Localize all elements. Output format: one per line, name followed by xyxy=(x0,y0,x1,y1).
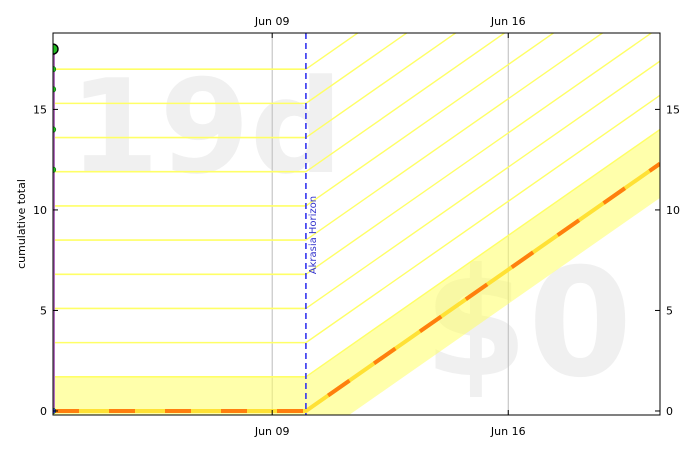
road-centerline xyxy=(53,162,660,413)
guide-diagonal-8 xyxy=(305,33,408,104)
guide-diagonal-7 xyxy=(305,33,457,139)
y-tick-label-left-3: 15 xyxy=(33,103,47,116)
x-tick-label-bottom-1: Jun 16 xyxy=(490,425,526,438)
x-tick-label-bottom-0: Jun 09 xyxy=(254,425,290,438)
guide-diagonal-0 xyxy=(305,128,660,378)
axes: Jun 09 Jun 09 Jun 16 Jun 16 0 0 5 5 10 10 15 15 xyxy=(33,15,680,438)
y-tick-label-right-0: 0 xyxy=(666,405,673,418)
y-tick-label-right-3: 15 xyxy=(666,103,680,116)
y-tick-label-left-2: 10 xyxy=(33,204,47,217)
guide-diagonal-2 xyxy=(305,60,660,310)
y-tick-label-right-1: 5 xyxy=(666,304,673,317)
y-axis-label: cumulative total xyxy=(15,179,28,269)
guide-diagonal-1 xyxy=(305,94,660,344)
guide-diagonal-4 xyxy=(305,33,604,241)
guide-diagonal-6 xyxy=(305,33,506,173)
watermark-days-left: 19d xyxy=(69,51,343,203)
y-tick-label-left-0: 0 xyxy=(40,405,47,418)
guide-diagonal-5 xyxy=(305,33,555,207)
y-tick-label-right-2: 10 xyxy=(666,204,680,217)
x-tick-label-top-1: Jun 16 xyxy=(490,15,526,28)
akrasia-horizon-label: Akrasia Horizon xyxy=(308,196,319,274)
plot-frame xyxy=(52,32,661,416)
road-lane xyxy=(53,129,660,415)
guide-diagonal-3 xyxy=(305,33,653,275)
datapoint-current xyxy=(53,43,59,55)
plot-area: Akrasia Horizon xyxy=(53,33,660,415)
y-tick-label-left-1: 5 xyxy=(40,304,47,317)
x-tick-label-top-0: Jun 09 xyxy=(254,15,290,28)
